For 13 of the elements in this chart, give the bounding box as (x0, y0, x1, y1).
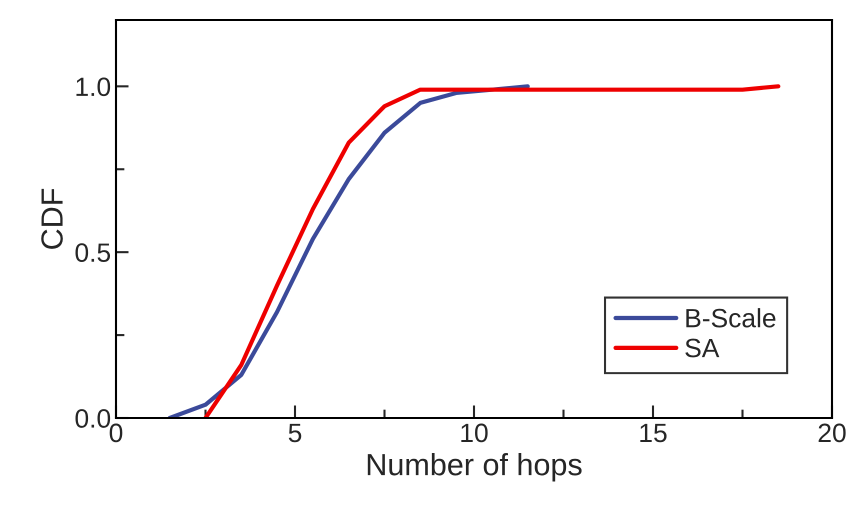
x-tick-label: 5 (288, 424, 302, 442)
y-tick-label: 0.0 (75, 409, 110, 428)
line-series (203, 84, 780, 418)
x-tick-label: 15 (640, 424, 667, 442)
y-axis-title: CDF (41, 188, 63, 249)
x-axis-title: Number of hops (368, 453, 582, 482)
x-tick-label: 20 (818, 424, 846, 442)
y-tick-label: 1.0 (76, 77, 110, 96)
y-tick-label: 0.5 (75, 243, 110, 262)
legend-label: B-Scale (686, 308, 776, 328)
x-tick-label: 10 (461, 424, 488, 442)
x-tick-label: 0 (110, 424, 122, 442)
legend-label: SA (685, 338, 720, 358)
